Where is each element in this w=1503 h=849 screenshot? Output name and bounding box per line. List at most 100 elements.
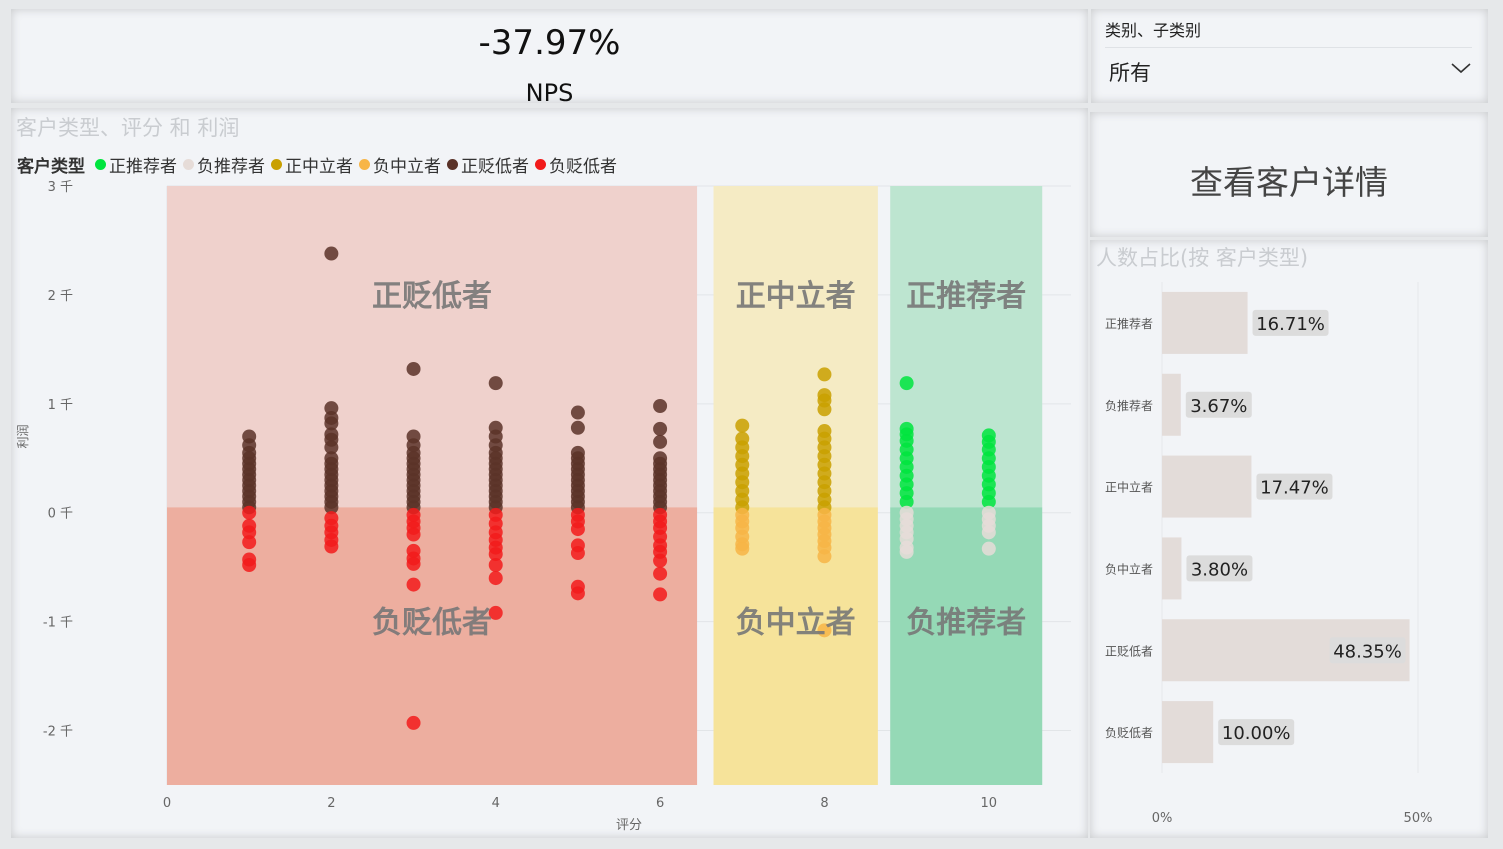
slicer-dropdown[interactable]: 所有: [1105, 53, 1472, 87]
data-label: 3.80%: [1191, 559, 1248, 580]
data-point[interactable]: [653, 398, 668, 413]
bar[interactable]: [1162, 537, 1182, 600]
category-slicer: 类别、子类别 所有: [1091, 9, 1488, 103]
data-point[interactable]: [735, 541, 750, 556]
zone-rect: [890, 186, 1043, 508]
data-point[interactable]: [406, 361, 421, 376]
data-point[interactable]: [324, 539, 339, 554]
legend-item-负贬低者[interactable]: 负贬低者: [535, 152, 617, 177]
data-point[interactable]: [981, 525, 996, 540]
data-point[interactable]: [817, 549, 832, 564]
data-point[interactable]: [406, 527, 421, 542]
data-point[interactable]: [817, 424, 832, 439]
data-label: 17.47%: [1260, 478, 1329, 499]
zone-label: 负贬低者: [372, 606, 492, 641]
data-point[interactable]: [488, 558, 503, 573]
legend-item-正推荐者[interactable]: 正推荐者: [95, 152, 177, 177]
x-tick-label: 2: [327, 796, 335, 811]
data-point[interactable]: [653, 566, 668, 581]
data-point[interactable]: [899, 421, 914, 436]
data-point[interactable]: [406, 429, 421, 444]
zone-rect: [167, 507, 698, 785]
category-label: 正推荐者: [1105, 317, 1153, 331]
legend-item-正中立者[interactable]: 正中立者: [271, 152, 353, 177]
data-label: 16.71%: [1256, 314, 1325, 335]
data-label-bg: [1329, 637, 1406, 664]
legend-dot: [183, 158, 194, 170]
data-point[interactable]: [570, 546, 585, 561]
view-customer-details-button[interactable]: 查看客户详情: [1090, 112, 1488, 237]
data-point[interactable]: [242, 525, 257, 540]
legend-label: 负中立者: [373, 156, 441, 177]
x-tick-label: 4: [492, 796, 500, 811]
data-point[interactable]: [817, 367, 832, 382]
data-point[interactable]: [653, 421, 668, 436]
legend-item-负中立者[interactable]: 负中立者: [359, 152, 441, 177]
slicer-divider: [1105, 47, 1472, 48]
data-point[interactable]: [570, 405, 585, 420]
bar[interactable]: [1162, 455, 1252, 518]
legend-dot: [271, 158, 282, 170]
data-point[interactable]: [653, 553, 668, 568]
data-point[interactable]: [406, 577, 421, 592]
category-label: 正贬低者: [1105, 644, 1153, 658]
data-point[interactable]: [242, 429, 257, 444]
data-point[interactable]: [653, 587, 668, 602]
legend-label: 负推荐者: [197, 156, 265, 177]
data-label-bg: [1185, 391, 1252, 418]
data-point[interactable]: [488, 571, 503, 586]
data-point[interactable]: [735, 431, 750, 446]
data-point[interactable]: [570, 420, 585, 435]
nps-label: NPS: [525, 79, 574, 107]
data-point[interactable]: [899, 376, 914, 391]
zone-label: 正推荐者: [906, 279, 1026, 314]
zone-label: 正贬低者: [372, 279, 492, 314]
data-point[interactable]: [324, 246, 339, 261]
data-point[interactable]: [488, 420, 503, 435]
bar[interactable]: [1162, 291, 1248, 354]
data-point[interactable]: [570, 522, 585, 537]
data-point[interactable]: [735, 418, 750, 433]
data-label-bg: [1218, 719, 1295, 746]
data-label: 10.00%: [1222, 723, 1291, 744]
bar[interactable]: [1162, 373, 1181, 436]
data-point[interactable]: [817, 623, 832, 638]
data-point[interactable]: [242, 558, 257, 573]
data-point[interactable]: [653, 434, 668, 449]
data-point[interactable]: [406, 715, 421, 730]
x-axis-title: 评分: [616, 818, 642, 833]
x-tick-label: 50%: [1404, 811, 1433, 826]
data-point[interactable]: [242, 505, 257, 520]
data-point[interactable]: [406, 556, 421, 571]
data-point[interactable]: [488, 376, 503, 391]
legend-label: 正贬低者: [461, 156, 529, 177]
data-point[interactable]: [570, 445, 585, 460]
data-point[interactable]: [899, 544, 914, 559]
data-point[interactable]: [324, 401, 339, 416]
y-tick-label: 3 千: [48, 180, 73, 195]
legend-item-正贬低者[interactable]: 正贬低者: [447, 152, 529, 177]
y-tick-label: -2 千: [43, 725, 73, 740]
legend-dot: [535, 158, 546, 170]
data-point[interactable]: [324, 410, 339, 425]
data-point[interactable]: [242, 535, 257, 550]
data-point[interactable]: [981, 428, 996, 443]
view-customer-details-label: 查看客户详情: [1190, 163, 1388, 202]
x-tick-label: 0: [163, 796, 171, 811]
data-point[interactable]: [981, 541, 996, 556]
data-point[interactable]: [488, 605, 503, 620]
data-point[interactable]: [324, 451, 339, 466]
bar-chart[interactable]: 0% 50% 正推荐者 16.71% 负推荐者 3.67% 正中立者 17.47% 负中立者 3.…: [1090, 240, 1488, 838]
category-label: 正中立者: [1105, 480, 1153, 495]
data-point[interactable]: [324, 427, 339, 442]
bar[interactable]: [1162, 701, 1214, 764]
legend-title: 客户类型: [17, 156, 85, 177]
data-point[interactable]: [488, 547, 503, 562]
legend-label: 正推荐者: [109, 156, 177, 177]
data-point[interactable]: [653, 451, 668, 466]
legend-item-负推荐者[interactable]: 负推荐者: [183, 152, 265, 177]
data-point[interactable]: [570, 586, 585, 601]
data-point[interactable]: [817, 388, 832, 403]
y-axis-title: 利润: [16, 424, 30, 448]
